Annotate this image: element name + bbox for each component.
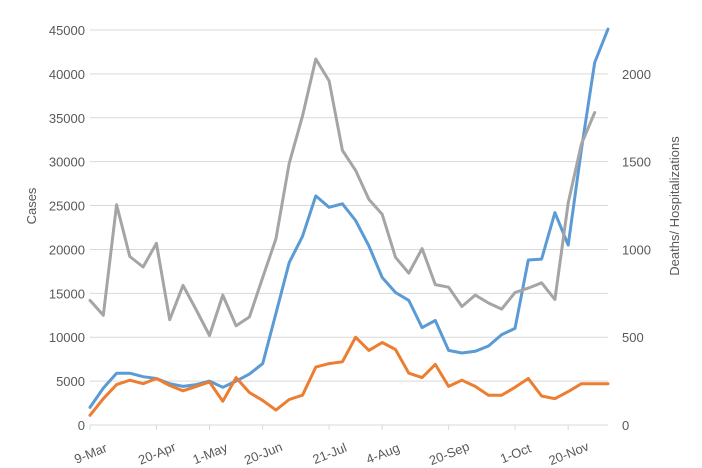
x-tick-label: 21-Jul [310,440,349,467]
x-tick-label: 1-May [191,439,231,467]
gridlines [90,29,608,426]
y-tick-label: 45000 [49,23,85,38]
x-tick-label: 9-Mar [72,440,110,467]
y2-tick-label: 1000 [622,242,651,257]
x-tick-label: 1-Oct [498,440,533,466]
x-tick-label: 20-Apr [136,439,178,468]
y-tick-label: 0 [78,418,85,433]
y2-axis-title: Deaths/ Hospitalizations [667,136,682,276]
series-line-1 [88,27,610,409]
x-axis-ticks: 9-Mar 20-Apr 1-May 20-Jun 21-Jul 4-Aug 20-Sep 1… [72,425,591,468]
y-tick-label: 40000 [49,67,85,82]
right-axis-ticks: 0 500 1000 1500 2000 [622,67,651,433]
y-tick-label: 20000 [49,242,85,257]
y-axis-title: Cases [24,187,39,224]
series-lines [88,27,610,417]
y2-tick-label: 1500 [622,155,651,170]
y2-tick-label: 500 [622,330,644,345]
y-tick-label: 35000 [49,111,85,126]
y2-tick-label: 0 [622,418,629,433]
x-tick-label: 4-Aug [364,440,402,467]
y-tick-label: 25000 [49,199,85,214]
y-tick-label: 15000 [49,286,85,301]
x-tick-label: 20-Nov [546,438,591,468]
x-tick-label: 20-Sep [427,439,471,468]
series-line-3 [88,57,597,337]
x-tick-label: 20-Jun [242,439,284,468]
y2-tick-label: 2000 [622,67,651,82]
series-line-2 [88,335,610,417]
y-tick-label: 10000 [49,330,85,345]
y-tick-label: 5000 [56,374,85,389]
left-axis-ticks: 0 5000 10000 15000 20000 25000 30000 35000 40000… [49,23,85,433]
y-tick-label: 30000 [49,155,85,170]
